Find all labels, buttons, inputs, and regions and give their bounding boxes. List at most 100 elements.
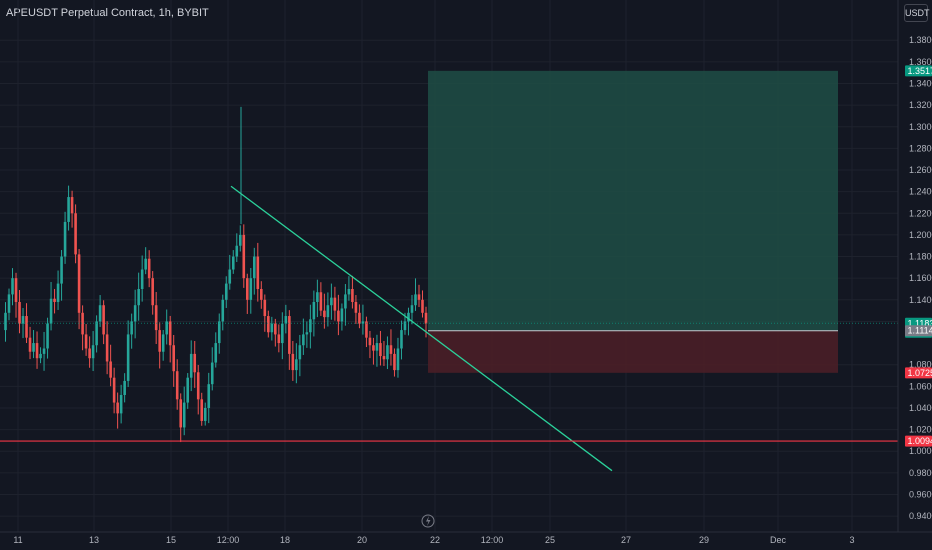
candle-body	[102, 305, 105, 335]
candle-body	[98, 305, 102, 322]
candle-body	[421, 299, 424, 313]
candle-body	[333, 297, 337, 311]
currency-selector[interactable]: USDT	[904, 4, 930, 22]
target-price-badge	[905, 65, 932, 77]
candle-body	[193, 353, 197, 373]
candle-body	[365, 321, 368, 338]
candle-body	[168, 321, 172, 346]
candle-body	[154, 305, 158, 331]
candle-body	[252, 256, 256, 279]
lightning-icon-bolt	[426, 516, 431, 526]
current-price-label: 1.1183	[908, 318, 932, 328]
candle-body	[281, 323, 284, 344]
candle-body	[35, 343, 39, 359]
candle-body	[382, 356, 386, 360]
trendline[interactable]	[230, 185, 613, 472]
candle-body	[263, 299, 267, 317]
candle-body	[249, 278, 253, 300]
candle-body	[207, 384, 211, 408]
candle-body	[14, 278, 18, 302]
candles	[4, 106, 428, 443]
candle-body	[88, 348, 91, 359]
candle-body	[11, 278, 14, 295]
candle-body	[256, 256, 260, 289]
candle-body	[375, 343, 379, 351]
position-zones	[428, 70, 838, 373]
y-tick-label: 1.2000	[909, 230, 932, 240]
candle-body	[112, 377, 116, 403]
x-tick-label: 18	[280, 535, 290, 545]
y-tick-label: 1.1400	[909, 295, 932, 305]
candle-body	[347, 288, 351, 295]
candle-body	[407, 312, 410, 322]
candle-body	[210, 362, 214, 385]
horizontal-line-price-badge	[905, 435, 932, 447]
candle-body	[235, 245, 239, 257]
y-tick-label: 1.1800	[909, 252, 932, 262]
candle-body	[7, 294, 11, 313]
candle-body	[179, 399, 183, 428]
x-axis[interactable]: 11 13 15 12:00 18 20 22 12:00 25 27 29 Dec 3	[0, 531, 932, 545]
candle-body	[49, 298, 53, 324]
candle-body	[379, 343, 382, 357]
stop-zone[interactable]	[428, 330, 838, 373]
candle-body	[28, 337, 32, 352]
candle-body	[330, 297, 333, 306]
candle-body	[393, 353, 396, 371]
lightning-icon[interactable]	[421, 514, 435, 528]
candle-body	[361, 321, 365, 324]
candle-body	[46, 323, 49, 349]
candle-body	[323, 310, 326, 318]
candle-body	[288, 316, 291, 354]
candle-body	[161, 334, 165, 352]
x-tick-label: 12:00	[217, 535, 240, 545]
y-tick-label: 1.2200	[909, 208, 932, 218]
candle-body	[133, 305, 137, 322]
x-tick-label: 20	[357, 535, 367, 545]
candle-body	[305, 332, 309, 335]
candle-body	[200, 399, 204, 421]
drawings[interactable]	[0, 185, 898, 472]
y-tick-label: 1.3800	[909, 35, 932, 45]
candle-body	[130, 321, 133, 335]
candle-body	[18, 301, 21, 324]
candle-body	[386, 345, 389, 360]
candle-body	[32, 343, 35, 352]
candle-body	[25, 316, 28, 338]
y-tick-label: 1.0800	[909, 360, 932, 370]
y-tick-label: 1.0600	[909, 381, 932, 391]
entry-price-label: 1.1114	[908, 326, 932, 336]
lightning-icon-ring	[421, 514, 435, 528]
candle-body	[126, 334, 130, 381]
candle-body	[196, 372, 200, 400]
candle-body	[60, 256, 63, 284]
x-tick-label: 25	[545, 535, 555, 545]
candle-body	[189, 353, 193, 378]
candle-body	[238, 234, 242, 246]
y-axis[interactable]: 1.3800 1.3600 1.3400 1.3200 1.3000 1.2800 1.26…	[897, 0, 932, 532]
candle-body	[224, 283, 228, 300]
candle-body	[186, 377, 190, 403]
y-tick-label: 1.1600	[909, 273, 932, 283]
target-zone[interactable]	[428, 70, 838, 331]
candle-body	[147, 258, 151, 279]
x-tick-label: 11	[13, 535, 22, 545]
candle-body	[309, 319, 312, 333]
candle-body	[172, 345, 176, 372]
candle-body	[165, 321, 168, 335]
candle-body	[298, 345, 302, 360]
candle-body	[81, 312, 84, 335]
candle-body	[84, 334, 88, 349]
y-tick-label: 1.2600	[909, 165, 932, 175]
candle-body	[144, 258, 147, 270]
candle-body	[91, 345, 95, 359]
candle-body	[116, 402, 119, 414]
candle-body	[217, 321, 221, 344]
candle-body	[228, 269, 232, 284]
y-tick-label: 1.3200	[909, 100, 932, 110]
candle-body	[123, 380, 126, 395]
candle-body	[39, 353, 42, 359]
candle-body	[316, 292, 319, 302]
y-tick-label: 1.3600	[909, 57, 932, 67]
